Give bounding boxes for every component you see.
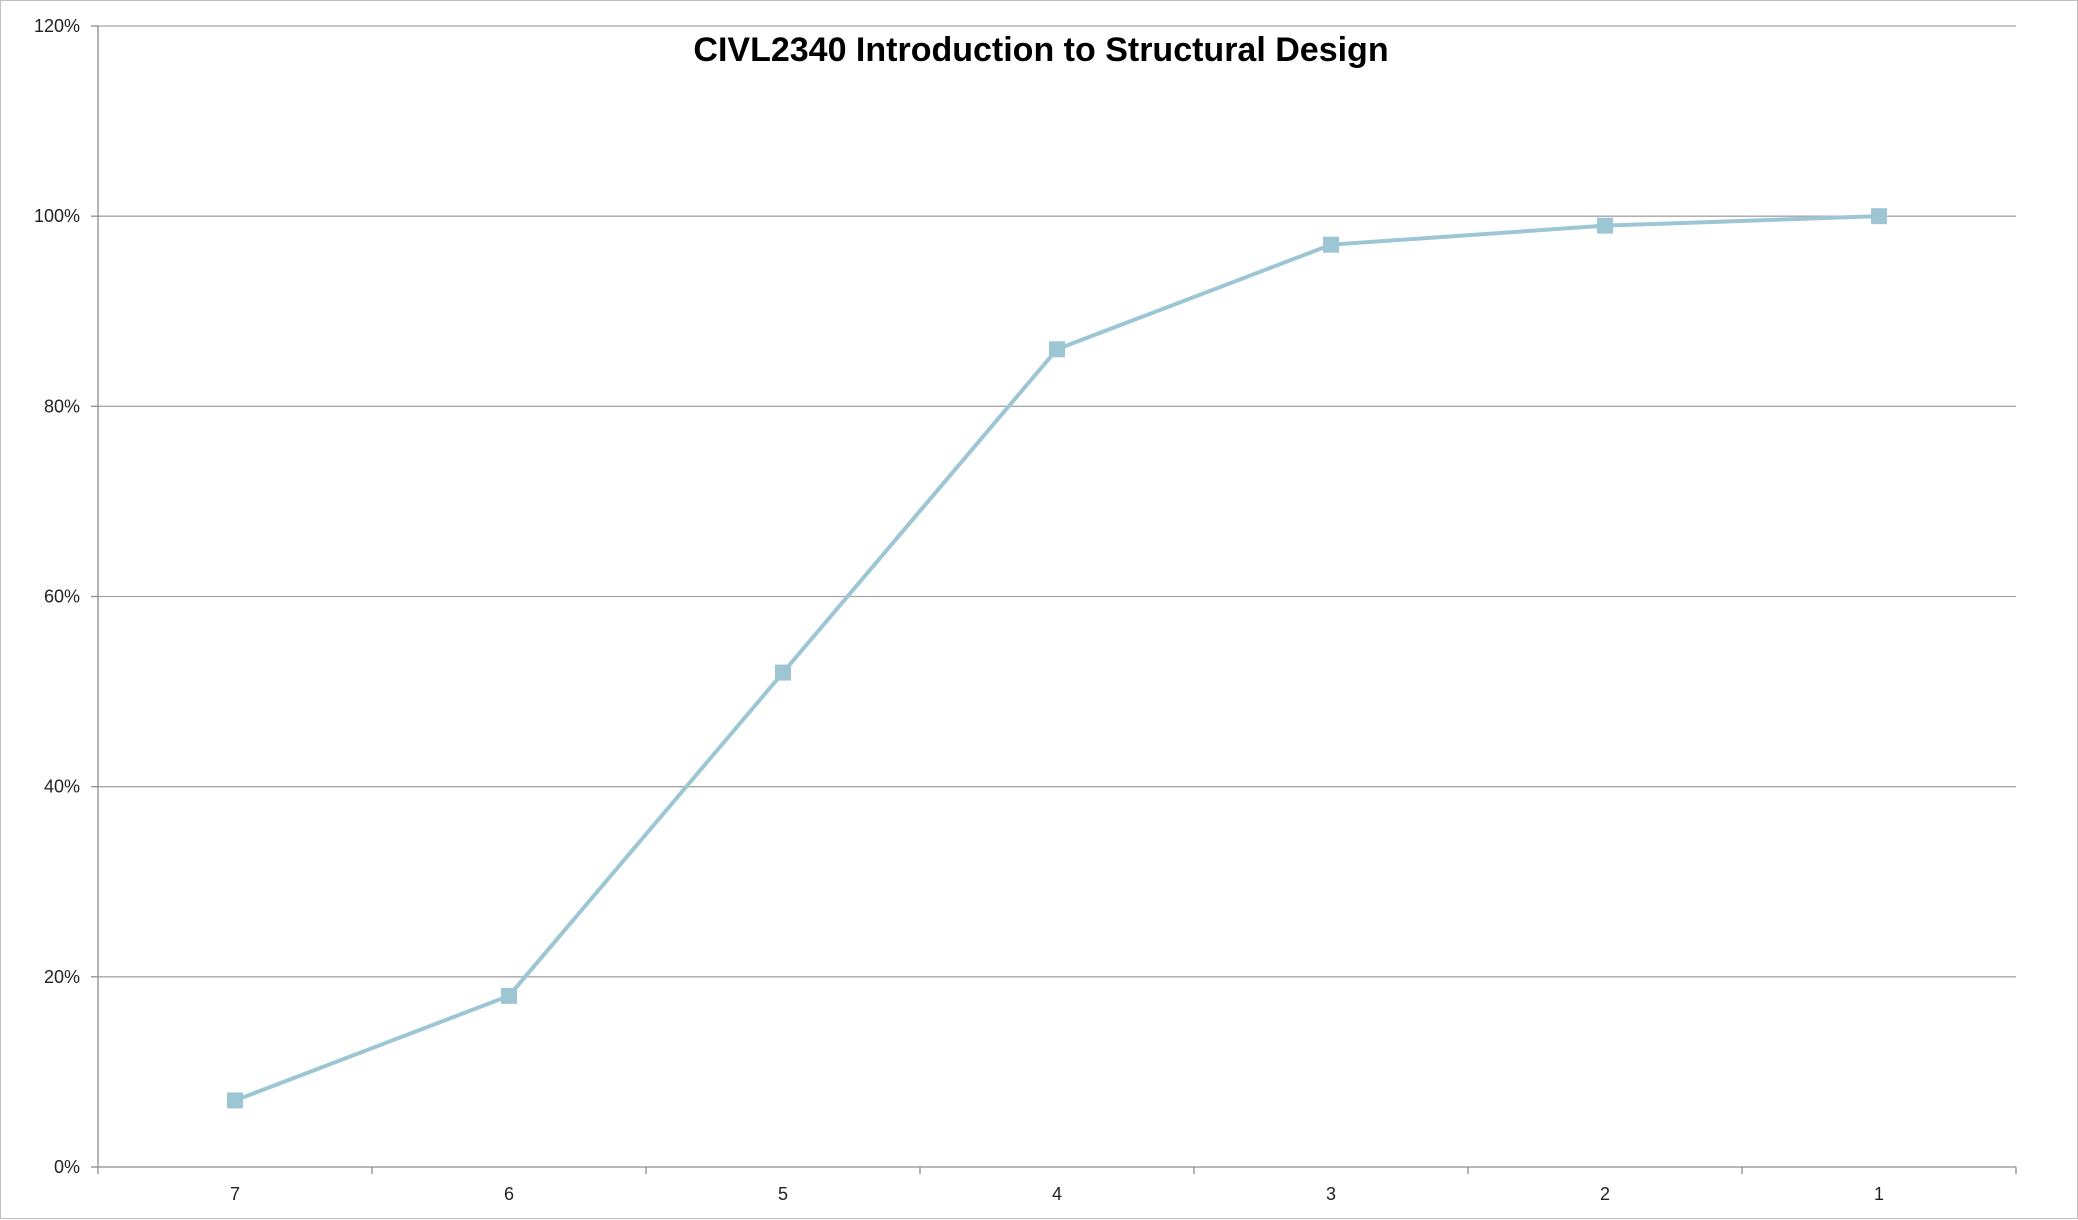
gridlines	[98, 25, 2016, 978]
series	[227, 208, 1887, 1109]
y-tick-label: 60%	[44, 587, 80, 607]
x-tick-labels: 7 6 5 4 3 2 1	[97, 1167, 2017, 1204]
x-tick-label: 6	[504, 1184, 514, 1204]
x-tick-label: 2	[1600, 1184, 1610, 1204]
x-tick-label: 7	[230, 1184, 240, 1204]
y-tick-label: 80%	[44, 396, 80, 416]
data-point-marker	[1049, 341, 1065, 358]
data-point-marker	[501, 987, 517, 1004]
x-tick-label: 4	[1052, 1184, 1062, 1204]
y-tick-labels: 0% 20% 40% 60% 80% 100% 120%	[34, 16, 98, 1177]
y-tick-label: 40%	[44, 777, 80, 797]
data-point-marker	[1871, 208, 1887, 225]
x-tick-label: 1	[1874, 1184, 1884, 1204]
data-point-marker	[1597, 217, 1613, 234]
data-point-marker	[227, 1092, 243, 1109]
data-point-marker	[1323, 236, 1339, 253]
data-point-marker	[775, 664, 791, 681]
x-tick-label: 3	[1326, 1184, 1336, 1204]
chart-title: CIVL2340 Introduction to Structural Desi…	[693, 31, 1388, 69]
y-tick-label: 120%	[34, 16, 80, 36]
y-tick-label: 100%	[34, 206, 80, 226]
y-tick-label: 0%	[54, 1157, 80, 1177]
y-tick-label: 20%	[44, 967, 80, 987]
x-tick-label: 5	[778, 1184, 788, 1204]
